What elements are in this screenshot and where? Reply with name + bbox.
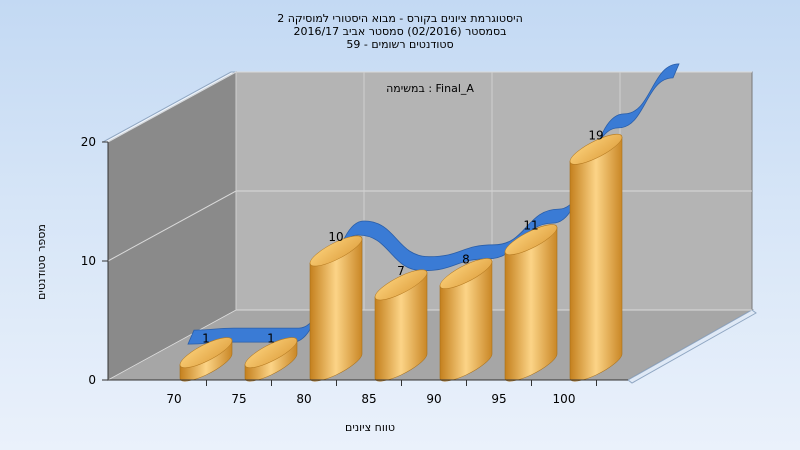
bar-top bbox=[569, 133, 623, 165]
x-tick-label: 85 bbox=[361, 392, 376, 406]
bar-top bbox=[309, 235, 363, 267]
x-axis-label: טווח ציונים bbox=[345, 421, 395, 434]
y-tick-label: 10 bbox=[81, 254, 96, 268]
bar-top bbox=[439, 258, 493, 290]
bar bbox=[244, 337, 298, 382]
bar-value-label: 11 bbox=[523, 219, 538, 233]
bar-value-label: 8 bbox=[462, 253, 470, 267]
chart-title-line-1: היסטוגרמת ציונים בקורס - מבוא היסטורי למ… bbox=[277, 12, 523, 25]
bar-value-label: 10 bbox=[328, 230, 343, 244]
bar bbox=[439, 258, 493, 382]
bar-top bbox=[504, 224, 558, 256]
chart-title-line-2: בסמסטר (02/2016) סמסטר אביב 2016/17 bbox=[293, 25, 506, 38]
bar-value-label: 7 bbox=[397, 264, 405, 278]
bar-top bbox=[179, 337, 233, 369]
right-edge-strip bbox=[627, 309, 757, 384]
x-tick-label: 95 bbox=[491, 392, 506, 406]
x-tick-group: 70 75 80 85 90 95 100 bbox=[166, 380, 597, 406]
y-tick-label: 0 bbox=[88, 373, 96, 387]
bar-value-label: 1 bbox=[267, 332, 275, 346]
x-tick-label: 75 bbox=[231, 392, 246, 406]
bar bbox=[179, 337, 233, 382]
annotation-label: במשימה : Final_A bbox=[386, 82, 474, 95]
bar bbox=[504, 224, 558, 382]
x-tick-label: 100 bbox=[553, 392, 576, 406]
bar bbox=[309, 235, 363, 382]
bar bbox=[569, 133, 623, 382]
y-tick-group: 0 10 20 bbox=[81, 135, 108, 387]
bar-top bbox=[244, 337, 298, 369]
bar-value-label: 19 bbox=[588, 128, 603, 142]
y-tick-label: 20 bbox=[81, 135, 96, 149]
y-axis-label: מספר סטודנטים bbox=[35, 224, 48, 300]
bar-top bbox=[374, 269, 428, 301]
x-tick-label: 90 bbox=[426, 392, 441, 406]
x-tick-label: 70 bbox=[166, 392, 181, 406]
chart-title-line-3: סטודנטים רשומים - 59 bbox=[346, 38, 453, 51]
x-tick-label: 80 bbox=[296, 392, 311, 406]
bar-body bbox=[569, 136, 623, 382]
bar-value-label: 1 bbox=[202, 332, 210, 346]
